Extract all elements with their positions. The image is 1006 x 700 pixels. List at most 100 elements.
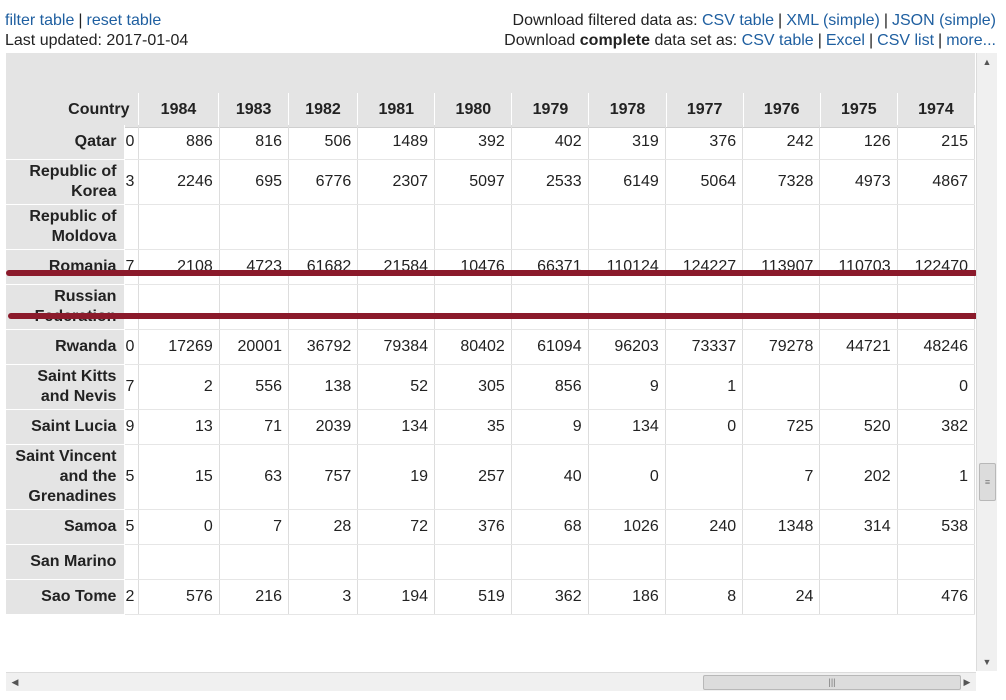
table-cell [588,204,666,250]
separator: | [78,12,83,29]
table-cell [511,544,589,580]
scroll-right-arrow-icon[interactable]: ▶ [963,677,971,687]
complete-csvlist-link[interactable]: CSV list [877,32,935,49]
table-cell: 6776 [288,159,359,205]
table-cell: 80402 [434,329,512,365]
row-header-country: Qatar [6,125,126,160]
table-cell [819,544,898,580]
filtered-csv-link[interactable]: CSV table [701,12,775,29]
table-cell: 122470 [897,249,975,285]
table-cell: 194 [357,579,436,615]
table-cell: 17269 [138,329,220,365]
table-cell: 202 [819,444,898,510]
clipped-cell: 9 [124,409,140,445]
table-cell: 382 [897,409,975,445]
table-row: Romania 7 2108 4723 61682 21584 10476 66371 1101… [6,249,975,285]
table-cell: 402 [511,125,589,160]
scroll-down-arrow-icon[interactable]: ▼ [982,657,992,667]
table-cell [819,579,898,615]
table-cell: 215 [897,125,975,160]
table-cell: 28 [288,509,359,545]
column-header-year[interactable]: 1984 [138,93,220,128]
table-cell: 5064 [665,159,744,205]
table-row: Republic of Korea 3 2246 695 6776 2307 5097 253… [6,159,975,205]
download-complete-prefix: Download [504,32,576,49]
row-header-country: Romania [6,249,126,285]
column-header-year[interactable]: 1980 [434,93,513,128]
grid-body-table: Qatar 0 886 816 506 1489 392 402 319 376 242 126 215… [6,125,975,615]
reset-table-link[interactable]: reset table [86,12,162,29]
table-cell: 1348 [742,509,821,545]
table-controls: filter table | reset table Last updated: 2… [5,11,188,51]
table-cell [357,204,436,250]
table-cell: 35 [434,409,512,445]
table-cell: 757 [288,444,359,510]
table-cell [742,544,821,580]
table-cell: 240 [665,509,744,545]
table-cell [288,544,359,580]
vertical-scroll-thumb[interactable]: ≡ [979,463,996,501]
clipped-cell: 3 [124,159,140,205]
column-header-year[interactable]: 1976 [743,93,821,128]
highlight-line-bottom [8,313,984,319]
download-complete-bold: complete [579,32,651,49]
table-cell [819,284,898,330]
table-cell [434,284,512,330]
horizontal-scrollbar[interactable]: ◀ ||| ▶ [6,672,976,691]
table-cell: 556 [219,364,290,410]
table-row: Russian Federation [6,284,975,330]
complete-csv-link[interactable]: CSV table [741,32,814,49]
scroll-left-arrow-icon[interactable]: ◀ [11,677,19,687]
table-cell: 7 [742,444,821,510]
clipped-cell [124,544,140,580]
highlight-line-top [6,270,978,276]
table-cell: 1 [897,444,975,510]
clipped-cell: 5 [124,444,140,510]
table-cell: 9 [511,409,589,445]
column-header-year[interactable]: 1982 [288,93,359,128]
table-cell: 72 [357,509,436,545]
filter-table-link[interactable]: filter table [5,12,75,29]
filtered-json-link[interactable]: JSON (simple) [891,12,996,29]
table-row: Rwanda 0 17269 20001 36792 79384 80402 61094 962… [6,329,975,365]
table-cell: 52 [357,364,436,410]
table-cell: 7328 [742,159,821,205]
table-cell [742,364,821,410]
table-row: Republic of Moldova [6,204,975,250]
clipped-cell: 5 [124,509,140,545]
table-cell [288,204,359,250]
row-header-country: Saint Lucia [6,409,126,445]
vertical-scrollbar[interactable]: ▲ ≡ ▼ [976,53,997,671]
column-header-year[interactable]: 1978 [588,93,667,128]
last-updated-text: Last updated: 2017-01-04 [5,32,189,49]
column-header-year[interactable]: 1983 [218,93,289,128]
table-cell [819,364,898,410]
column-header-year[interactable]: 1974 [897,93,975,128]
filtered-xml-link[interactable]: XML (simple) [786,12,880,29]
table-cell: 7 [219,509,290,545]
table-cell [897,284,975,330]
complete-more-link[interactable]: more... [946,32,996,49]
clipped-cell: 7 [124,364,140,410]
column-header-country[interactable]: Country [6,93,139,128]
table-cell [742,204,821,250]
download-filtered-label: Download filtered data as: [512,12,698,29]
clipped-cell: 0 [124,329,140,365]
table-cell: 0 [588,444,666,510]
table-cell: 73337 [665,329,744,365]
table-cell: 0 [665,409,744,445]
column-header-year[interactable]: 1979 [511,93,590,128]
table-cell [742,284,821,330]
column-header-year[interactable]: 1977 [666,93,744,128]
table-cell [138,544,220,580]
complete-excel-link[interactable]: Excel [825,32,865,49]
table-cell: 2 [138,364,220,410]
table-cell: 110124 [588,249,666,285]
column-header-year[interactable]: 1975 [820,93,898,128]
table-cell [511,284,589,330]
row-header-country: Saint Vincent and the Grenadines [6,444,126,510]
table-cell [288,284,359,330]
column-header-year[interactable]: 1981 [357,93,436,128]
scroll-up-arrow-icon[interactable]: ▲ [982,57,992,67]
horizontal-scroll-thumb[interactable]: ||| [703,675,961,690]
